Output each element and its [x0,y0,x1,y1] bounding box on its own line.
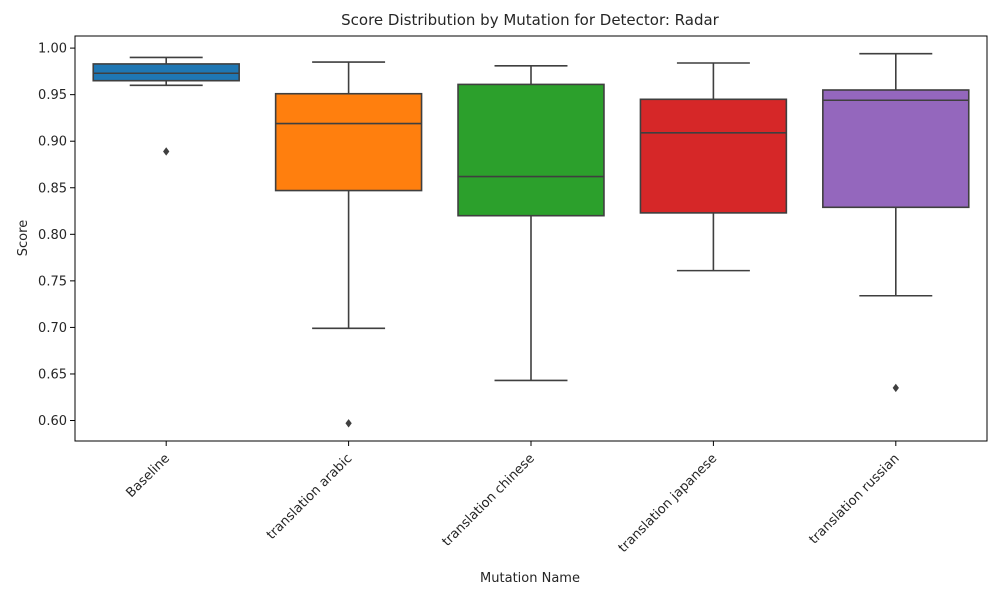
box-group-4 [822,52,970,393]
chart-title: Score Distribution by Mutation for Detec… [341,11,720,29]
box-iqr [639,98,788,214]
y-tick-label: 0.60 [38,414,67,429]
box-iqr [457,83,605,217]
box-iqr [274,92,423,192]
outlier-point [345,419,352,428]
box-group-2 [457,64,605,382]
y-tick-label: 0.95 [38,88,67,103]
box-group-0 [92,56,240,156]
y-tick-label: 0.65 [38,367,67,382]
y-tick-label: 0.80 [38,228,67,243]
box-group-1 [274,61,423,428]
y-tick-label: 0.85 [38,181,67,196]
y-axis-label: Score [16,220,31,256]
outlier-point [892,383,899,393]
box-group-3 [639,62,788,272]
plot-area [74,35,988,442]
y-tick-label: 0.90 [38,135,67,150]
y-tick-label: 0.70 [38,321,67,336]
x-axis-label: Mutation Name [480,571,580,586]
box-iqr [92,63,240,82]
outlier-point [163,147,170,156]
y-tick-label: 1.00 [38,42,67,57]
y-axis: 0.60 0.65 0.70 0.75 0.80 0.85 0.90 0.95 1.00 [38,42,75,429]
box-iqr [822,89,970,209]
y-tick-label: 0.75 [38,274,67,289]
